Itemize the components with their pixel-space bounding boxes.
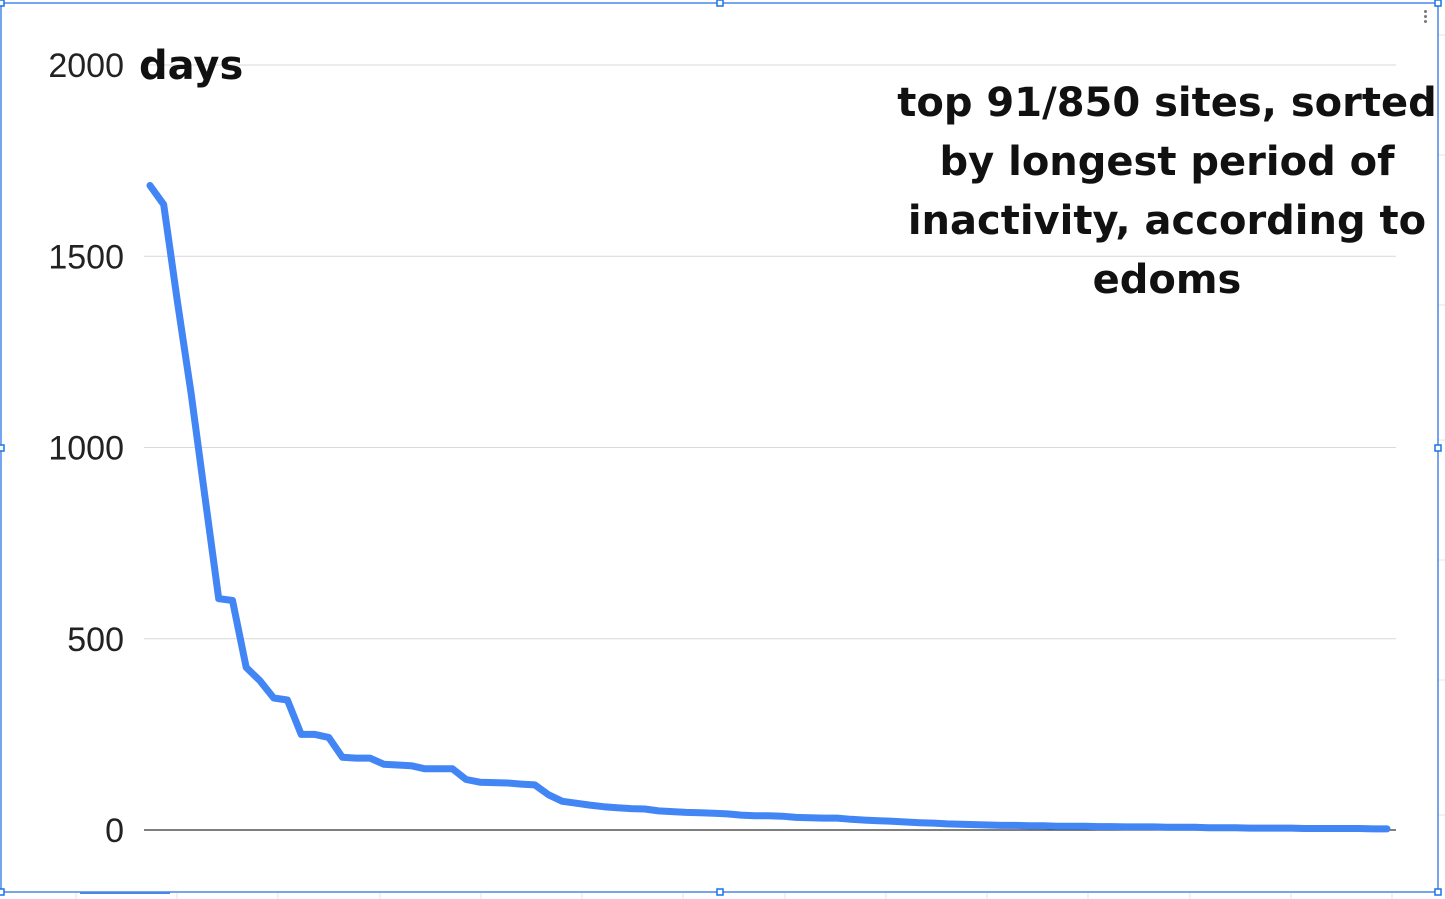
resize-handle-bottom-right[interactable] <box>1434 888 1442 896</box>
y-tick-label: 500 <box>67 621 124 659</box>
y-tick-label: 1000 <box>48 430 124 468</box>
y-tick-label: 0 <box>105 812 124 850</box>
resize-handle-top-left[interactable] <box>0 0 5 7</box>
resize-handle-bottom-left[interactable] <box>0 888 5 896</box>
y-axis: 0 500 1000 1500 2000 <box>48 47 124 850</box>
menu-dot <box>1423 20 1427 23</box>
menu-dot <box>1423 10 1427 13</box>
chart-title: top 91/850 sites, sorted by longest peri… <box>897 80 1437 303</box>
resize-handle-top[interactable] <box>716 0 724 7</box>
series-line <box>146 182 1391 833</box>
y-tick-label: 2000 <box>48 47 124 85</box>
resize-handle-right[interactable] <box>1434 444 1442 452</box>
resize-handle-bottom[interactable] <box>716 888 724 896</box>
spreadsheet-grid <box>75 34 1445 899</box>
chart-menu-icon[interactable] <box>1421 10 1429 30</box>
y-tick-label: 1500 <box>48 238 124 276</box>
resize-handle-top-right[interactable] <box>1434 0 1442 7</box>
series-group <box>146 182 1391 833</box>
resize-handle-left[interactable] <box>0 444 5 452</box>
y-axis-label: days <box>139 43 243 89</box>
menu-dot <box>1423 15 1427 18</box>
